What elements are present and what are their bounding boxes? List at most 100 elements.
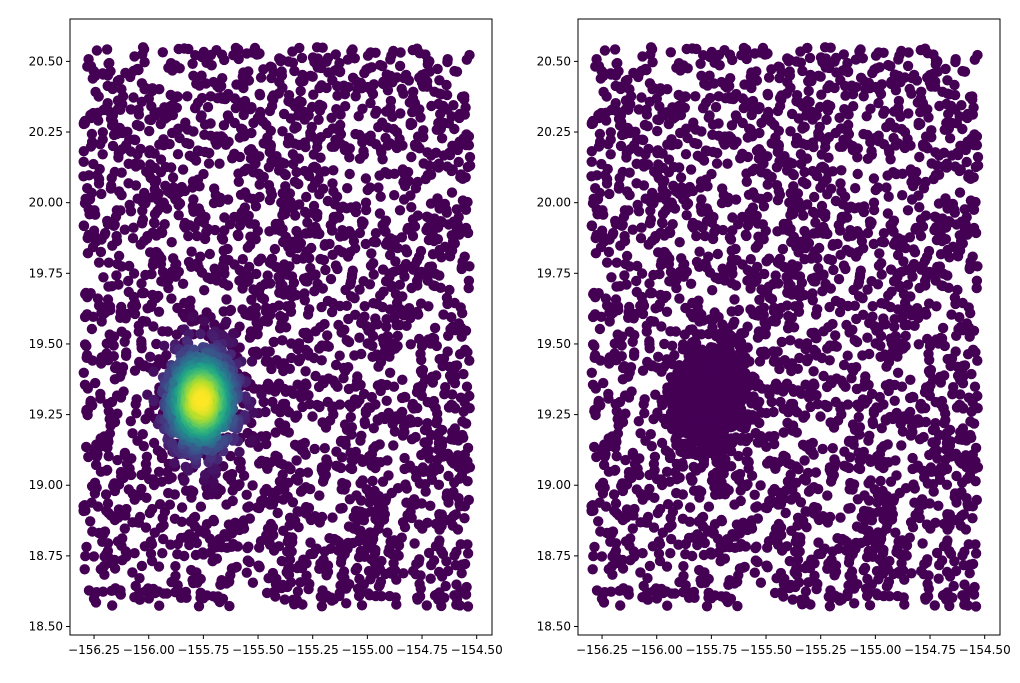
- scatter-point: [664, 522, 674, 532]
- scatter-point: [449, 590, 459, 600]
- scatter-point: [433, 432, 443, 442]
- scatter-point: [345, 279, 355, 289]
- scatter-point: [373, 380, 383, 390]
- scatter-point: [645, 561, 655, 571]
- scatter-point: [288, 149, 298, 159]
- scatter-point: [78, 171, 88, 181]
- scatter-point: [413, 210, 423, 220]
- scatter-point: [292, 344, 302, 354]
- scatter-point: [335, 503, 345, 513]
- scatter-point: [156, 259, 166, 269]
- scatter-point: [339, 573, 349, 583]
- x-tick-label: −156.25: [68, 643, 120, 657]
- scatter-point: [200, 212, 210, 222]
- scatter-point: [310, 222, 320, 232]
- scatter-point: [439, 150, 449, 160]
- scatter-point: [121, 551, 131, 561]
- scatter-point: [460, 501, 470, 511]
- scatter-point: [87, 129, 97, 139]
- scatter-point: [461, 205, 471, 215]
- scatter-point: [457, 416, 467, 426]
- scatter-point: [98, 309, 108, 319]
- scatter-point: [422, 600, 432, 610]
- scatter-point: [462, 539, 472, 549]
- scatter-point: [301, 508, 311, 518]
- scatter-point: [374, 581, 384, 591]
- scatter-point: [121, 313, 131, 323]
- scatter-point: [883, 457, 893, 467]
- scatter-point: [312, 209, 322, 219]
- scatter-point: [449, 364, 459, 374]
- scatter-point: [420, 375, 430, 385]
- scatter-point: [145, 247, 155, 257]
- scatter-point: [415, 112, 425, 122]
- scatter-point: [298, 76, 308, 86]
- scatter-point: [312, 136, 322, 146]
- scatter-point: [699, 155, 709, 165]
- scatter-point: [674, 293, 684, 303]
- scatter-point: [934, 574, 944, 584]
- scatter-point: [277, 335, 287, 345]
- scatter-point: [107, 397, 117, 407]
- scatter-point: [591, 383, 601, 393]
- scatter-point: [130, 297, 140, 307]
- scatter-point: [399, 464, 409, 474]
- scatter-point: [109, 478, 119, 488]
- scatter-point: [243, 555, 253, 565]
- scatter-point: [620, 129, 630, 139]
- scatter-point: [137, 561, 147, 571]
- scatter-point: [331, 461, 341, 471]
- scatter-point: [216, 542, 226, 552]
- scatter-point: [287, 46, 297, 56]
- scatter-point: [191, 567, 201, 577]
- scatter-point: [203, 224, 213, 234]
- scatter-point: [368, 258, 378, 268]
- scatter-point: [587, 368, 597, 378]
- scatter-point: [968, 252, 978, 262]
- scatter-point: [390, 343, 400, 353]
- scatter-point: [435, 89, 445, 99]
- scatter-point: [392, 143, 402, 153]
- scatter-point: [414, 557, 424, 567]
- scatter-point: [97, 352, 107, 362]
- scatter-point: [448, 100, 458, 110]
- scatter-point: [331, 260, 341, 270]
- scatter-point: [272, 355, 282, 365]
- scatter-point: [280, 594, 290, 604]
- scatter-point: [173, 149, 183, 159]
- scatter-point: [110, 417, 120, 427]
- scatter-point: [330, 135, 340, 145]
- scatter-point: [366, 136, 376, 146]
- scatter-point: [354, 395, 364, 405]
- scatter-point: [254, 192, 264, 202]
- scatter-point: [136, 278, 146, 288]
- scatter-point: [375, 290, 385, 300]
- scatter-point: [148, 474, 158, 484]
- scatter-point: [316, 63, 326, 73]
- x-tick-label: −156.00: [123, 643, 175, 657]
- scatter-point: [681, 149, 691, 159]
- scatter-point: [93, 501, 103, 511]
- scatter-point: [223, 255, 233, 265]
- scatter-point: [201, 78, 211, 88]
- scatter-point: [255, 90, 265, 100]
- scatter-point: [206, 91, 216, 101]
- scatter-point: [274, 300, 284, 310]
- scatter-point: [321, 454, 331, 464]
- scatter-point: [340, 101, 350, 111]
- scatter-point: [414, 579, 424, 589]
- scatter-point: [435, 283, 445, 293]
- scatter-point: [381, 239, 391, 249]
- scatter-point: [330, 199, 340, 209]
- scatter-point: [177, 182, 187, 192]
- scatter-point: [459, 94, 469, 104]
- scatter-point: [424, 262, 434, 272]
- scatter-point: [167, 237, 177, 247]
- scatter-point: [971, 601, 981, 611]
- scatter-point: [391, 592, 401, 602]
- scatter-point: [286, 307, 296, 317]
- scatter-point: [375, 457, 385, 467]
- scatter-point: [156, 119, 166, 129]
- scatter-point: [411, 569, 421, 579]
- scatter-point: [297, 53, 307, 63]
